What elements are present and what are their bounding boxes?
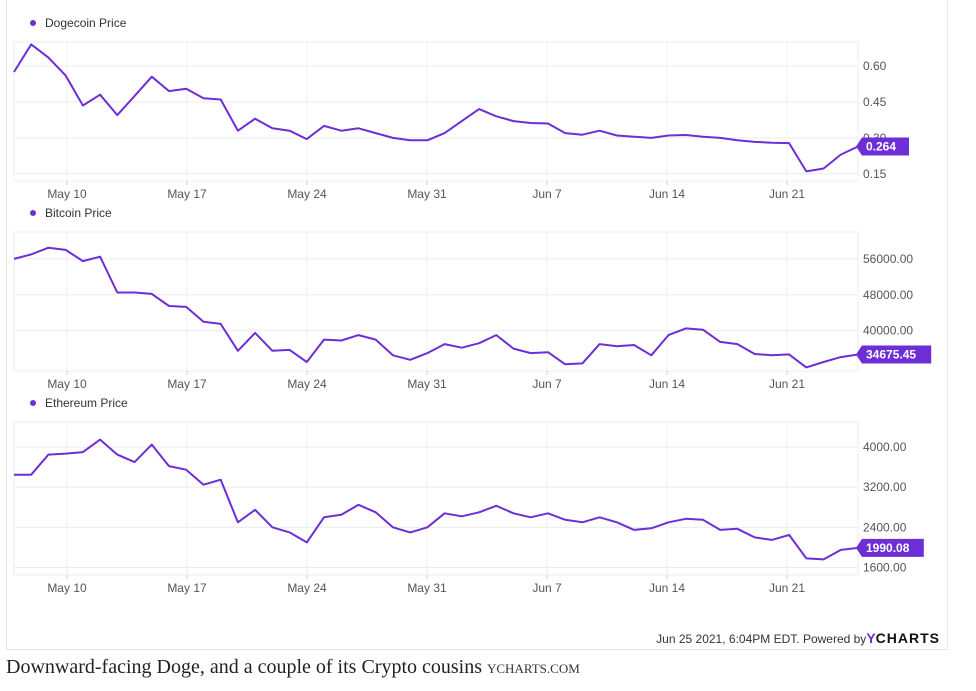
chart-2: Bitcoin Price 56000.00 48000.00 40000.00 May… bbox=[13, 206, 932, 391]
y-tick-label: 2400.00 bbox=[863, 520, 907, 534]
timestamp: Jun 25 2021, 6:04PM EDT. bbox=[656, 632, 800, 646]
y-tick-label: 0.45 bbox=[863, 95, 887, 109]
x-tick-label: May 31 bbox=[407, 187, 447, 201]
x-tick-label: May 17 bbox=[167, 377, 207, 391]
current-value-badge bbox=[856, 538, 924, 557]
x-tick-label: Jun 21 bbox=[769, 187, 805, 201]
x-tick-label: May 17 bbox=[167, 187, 207, 201]
x-tick-label: Jun 7 bbox=[532, 581, 562, 595]
x-tick-label: May 24 bbox=[287, 377, 327, 391]
x-tick-label: May 10 bbox=[47, 187, 87, 201]
ycharts-logo-y: Y bbox=[866, 630, 876, 646]
legend-marker bbox=[30, 20, 36, 26]
powered-by: Powered by bbox=[802, 632, 867, 646]
y-tick-label: 40000.00 bbox=[863, 324, 913, 338]
y-tick-label: 0.15 bbox=[863, 167, 887, 181]
x-tick-label: Jun 14 bbox=[649, 581, 685, 595]
caption-credit: YCHARTS.COM bbox=[487, 661, 580, 676]
x-tick-label: May 31 bbox=[407, 377, 447, 391]
current-value-label: 0.264 bbox=[866, 139, 896, 153]
current-value-label: 34675.45 bbox=[866, 348, 916, 362]
legend-marker bbox=[30, 400, 36, 406]
chart-title: Bitcoin Price bbox=[45, 206, 112, 220]
current-value-badge bbox=[856, 345, 932, 364]
x-tick-label: May 24 bbox=[287, 581, 327, 595]
x-tick-label: Jun 14 bbox=[649, 187, 685, 201]
plot-area bbox=[13, 41, 859, 182]
y-tick-label: 1600.00 bbox=[863, 560, 907, 574]
x-tick-label: May 10 bbox=[47, 581, 87, 595]
ycharts-logo[interactable]: CHARTS bbox=[875, 630, 940, 646]
current-value-label: 1990.08 bbox=[866, 541, 910, 555]
y-tick-label: 56000.00 bbox=[863, 252, 913, 266]
y-tick-label: 4000.00 bbox=[863, 440, 907, 454]
y-tick-label: 0.60 bbox=[863, 59, 887, 73]
x-tick-label: Jun 21 bbox=[769, 581, 805, 595]
series-line bbox=[13, 246, 859, 369]
chart-title: Dogecoin Price bbox=[45, 16, 127, 30]
x-tick-label: May 31 bbox=[407, 581, 447, 595]
x-tick-label: May 10 bbox=[47, 377, 87, 391]
x-tick-label: May 24 bbox=[287, 187, 327, 201]
legend-marker bbox=[30, 210, 36, 216]
chart-footer: Jun 25 2021, 6:04PM EDT. Powered byYCHAR… bbox=[656, 630, 940, 646]
image-caption: Downward-facing Doge, and a couple of it… bbox=[6, 656, 580, 679]
series-line bbox=[14, 438, 859, 561]
chart-3: Ethereum Price 4000.00 3200.00 2400.00 1600.… bbox=[13, 396, 924, 595]
x-tick-label: Jun 14 bbox=[649, 377, 685, 391]
y-tick-label: 48000.00 bbox=[863, 288, 913, 302]
current-value-badge bbox=[856, 137, 909, 156]
plot-area bbox=[13, 231, 859, 372]
y-tick-label: 3200.00 bbox=[863, 480, 907, 494]
plot-area bbox=[13, 421, 859, 576]
x-tick-label: Jun 21 bbox=[769, 377, 805, 391]
chart-title: Ethereum Price bbox=[45, 396, 128, 410]
caption-text: Downward-facing Doge, and a couple of it… bbox=[6, 656, 482, 678]
series-line bbox=[13, 43, 859, 173]
x-tick-label: Jun 7 bbox=[532, 187, 562, 201]
x-tick-label: Jun 7 bbox=[532, 377, 562, 391]
x-tick-label: May 17 bbox=[167, 581, 207, 595]
